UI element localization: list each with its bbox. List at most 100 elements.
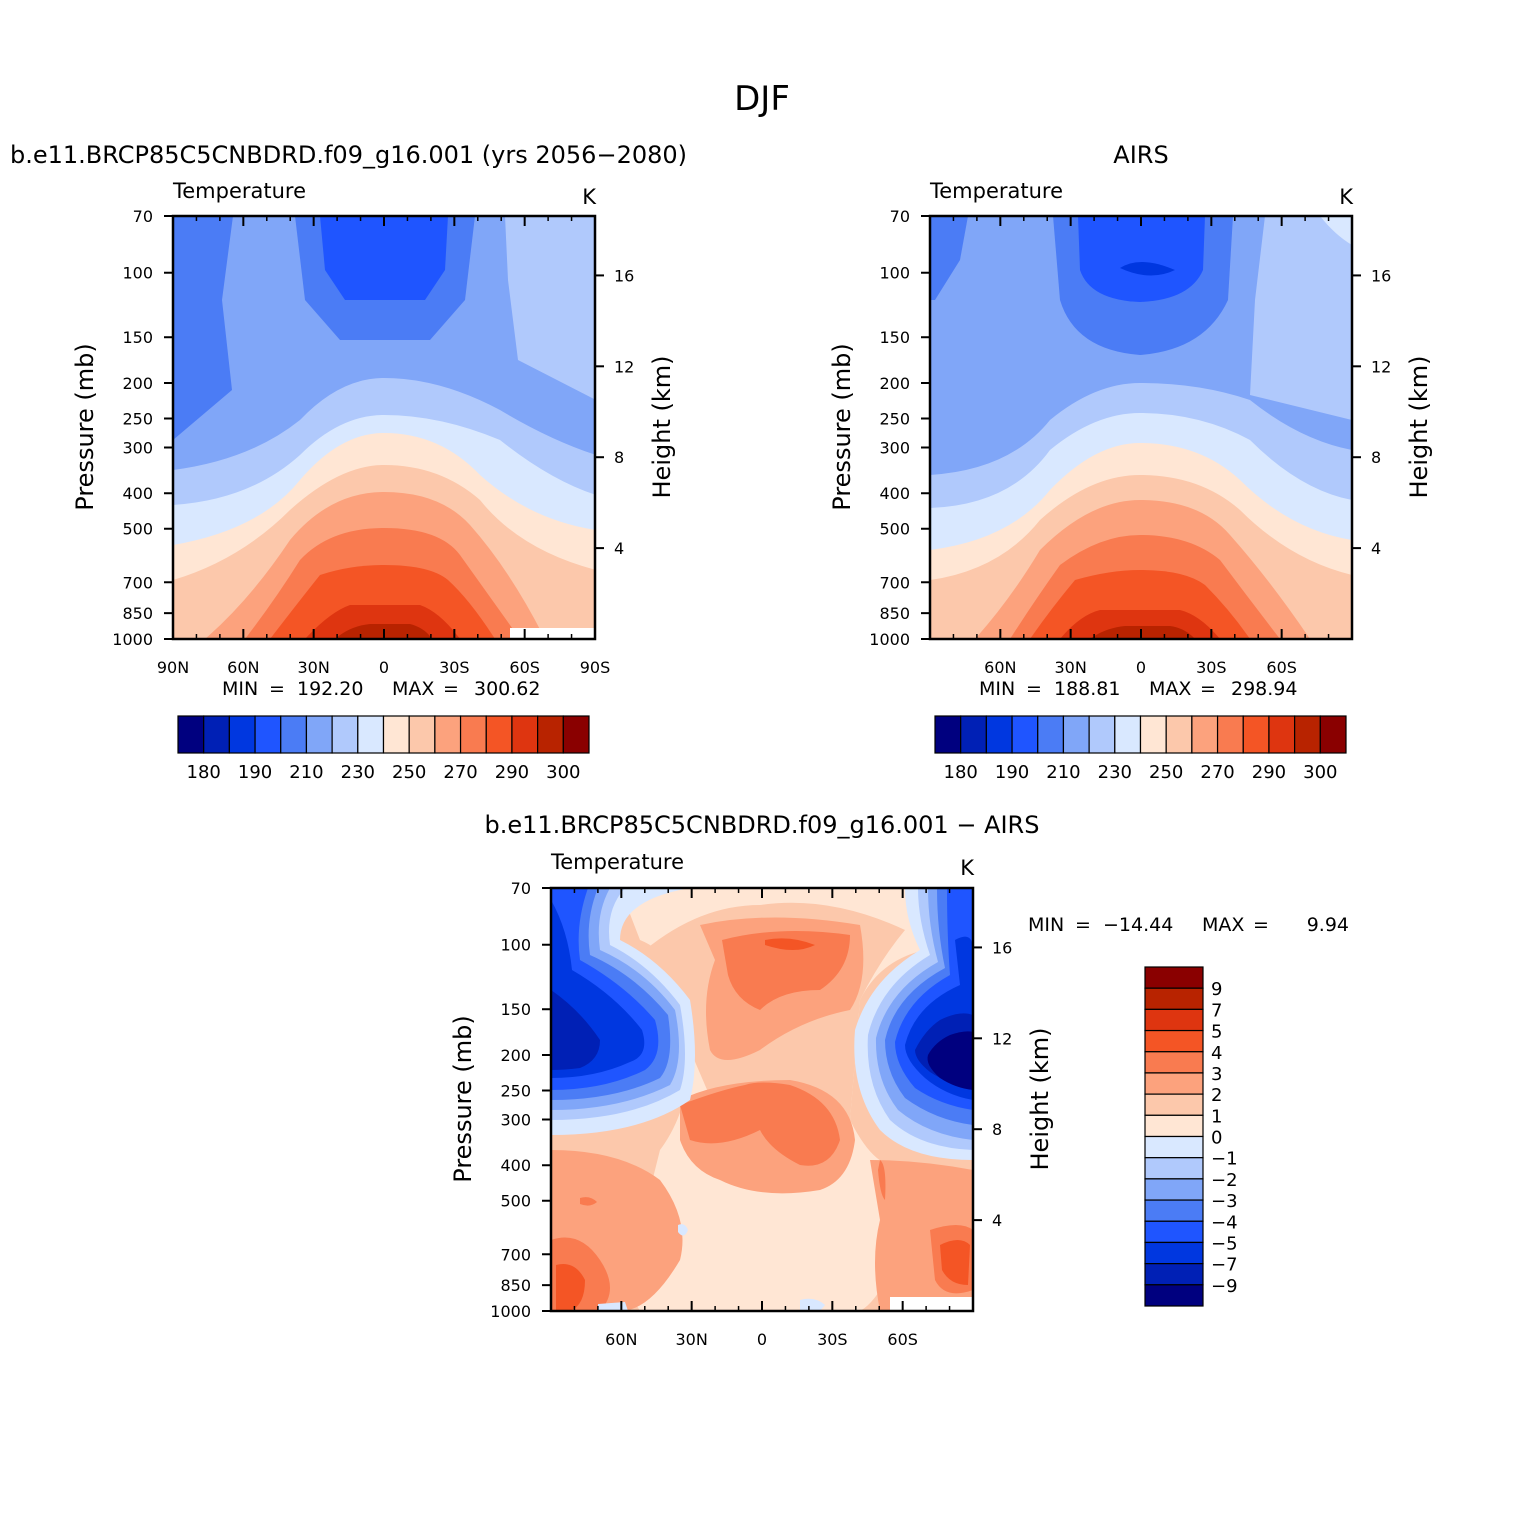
contour-band	[1120, 261, 1175, 276]
panel-diff: b.e11.BRCP85C5CNBDRD.f09_g16.001 − AIRS …	[449, 811, 1349, 1349]
contour-band	[580, 1197, 597, 1206]
min-label: MIN	[222, 678, 258, 700]
y-tick-label: 200	[879, 374, 910, 393]
colorbar-swatch	[1144, 1093, 1204, 1116]
y-tick-label: 70	[133, 207, 153, 226]
y-tick-label: 700	[879, 573, 910, 592]
x-tick-label: 90N	[157, 658, 189, 677]
x-tick-label: 60N	[227, 658, 259, 677]
colorbar-label: 190	[995, 762, 1029, 783]
y2-tick-label: 4	[614, 539, 624, 558]
y-tick-label: 700	[122, 573, 153, 592]
x-tick-label: 60S	[1266, 658, 1297, 677]
colorbar-swatch	[1191, 715, 1219, 754]
colorbar-swatch	[1144, 1051, 1204, 1074]
y-tick-label: 850	[122, 604, 153, 623]
right-string: K	[582, 185, 597, 209]
equals: =	[269, 678, 285, 700]
colorbar-swatch	[1144, 1241, 1204, 1265]
y-tick-label: 300	[500, 1110, 531, 1129]
y-tick-label: 500	[122, 520, 153, 539]
x-tick-label: 30S	[817, 1330, 848, 1349]
x-tick-label: 0	[1136, 658, 1146, 677]
colorbar-swatch	[1144, 1072, 1204, 1095]
y-tick-label: 70	[511, 879, 531, 898]
contour-band	[678, 1224, 688, 1236]
equals: =	[1026, 678, 1042, 700]
colorbar-swatch	[1144, 1029, 1204, 1053]
y-tick-label: 200	[500, 1046, 531, 1065]
right-string: K	[960, 856, 975, 880]
y-tick-label: 150	[122, 328, 153, 347]
equals: =	[1200, 678, 1216, 700]
max-label: MAX	[1149, 678, 1191, 700]
colorbar-swatch	[1144, 1157, 1204, 1180]
colorbar-swatch	[1319, 715, 1347, 754]
x-tick-label: 30N	[298, 658, 330, 677]
max-value: 298.94	[1231, 678, 1297, 700]
colorbar-label: 270	[443, 762, 477, 783]
left-string: Temperature	[550, 850, 684, 874]
colorbar-label: 230	[341, 762, 375, 783]
y-tick-label: 500	[879, 520, 910, 539]
colorbar-swatch	[511, 715, 539, 754]
stats-line: MIN = 188.81 MAX = 298.94	[979, 678, 1297, 700]
colorbar-swatch	[357, 715, 385, 754]
panel-title: AIRS	[1113, 141, 1168, 169]
y-tick-label: 250	[500, 1081, 531, 1100]
y2-tick-label: 16	[992, 938, 1012, 957]
min-value: −14.44	[1103, 914, 1173, 936]
contour-band	[800, 1298, 825, 1311]
contour-band	[927, 1031, 973, 1090]
colorbar-label: 300	[546, 762, 580, 783]
colorbar-label: 9	[1211, 979, 1222, 1000]
x-tick-label: 30S	[439, 658, 470, 677]
colorbar-label: −4	[1211, 1212, 1238, 1233]
y-tick-label: 700	[500, 1245, 531, 1264]
colorbar-label: 7	[1211, 1000, 1222, 1021]
y-tick-label: 400	[500, 1156, 531, 1175]
colorbar-label: 210	[1046, 762, 1080, 783]
equals: =	[1253, 914, 1269, 936]
colorbar-swatch	[203, 715, 230, 754]
min-value: 188.81	[1054, 678, 1120, 700]
y2-tick-label: 4	[992, 1211, 1002, 1230]
colorbar-label: 180	[944, 762, 978, 783]
x-tick-label: 60N	[605, 1330, 637, 1349]
colorbar-swatch	[1268, 715, 1296, 754]
colorbar-label: −9	[1211, 1276, 1238, 1297]
y2-tick-label: 4	[1371, 539, 1381, 558]
colorbar-swatch	[1242, 715, 1270, 754]
max-value: 300.62	[474, 678, 540, 700]
y-tick-label: 200	[122, 374, 153, 393]
colorbar-swatch	[1144, 966, 1204, 989]
y-tick-label: 1000	[112, 630, 153, 649]
y2-tick-label: 12	[1371, 357, 1391, 376]
max-value: 9.94	[1307, 914, 1349, 936]
y-tick-label: 150	[500, 1000, 531, 1019]
colorbar-swatch	[934, 715, 962, 754]
colorbar-swatch	[382, 715, 410, 754]
y-axis-title: Pressure (mb)	[449, 1015, 477, 1182]
colorbar-swatch	[1144, 1114, 1204, 1138]
contour-band	[1078, 216, 1205, 302]
colorbar: 180 190 210 230 250 270 290 300	[934, 715, 1347, 783]
stats-line: MIN = 192.20 MAX = 300.62	[222, 678, 540, 700]
contour-band	[556, 1264, 585, 1311]
left-string: Temperature	[172, 179, 306, 203]
x-tick-label: 30N	[1055, 658, 1087, 677]
y-axis-title: Pressure (mb)	[71, 343, 99, 510]
y2-axis-title: Height (km)	[648, 356, 676, 499]
colorbar-swatch	[254, 715, 282, 754]
min-label: MIN	[979, 678, 1015, 700]
colorbar-swatch	[1144, 987, 1204, 1010]
y-axis-title: Pressure (mb)	[828, 343, 856, 510]
colorbar-label: −7	[1211, 1255, 1238, 1276]
min-label: MIN	[1028, 914, 1064, 936]
max-label: MAX	[1202, 914, 1244, 936]
axes: 70 100 150 200 250 300 400 500 700 850 1000 16 12 8 4 9…	[112, 207, 634, 677]
y-tick-label: 400	[879, 484, 910, 503]
colorbar-swatch	[1037, 715, 1065, 754]
contour-fill	[930, 216, 1352, 639]
